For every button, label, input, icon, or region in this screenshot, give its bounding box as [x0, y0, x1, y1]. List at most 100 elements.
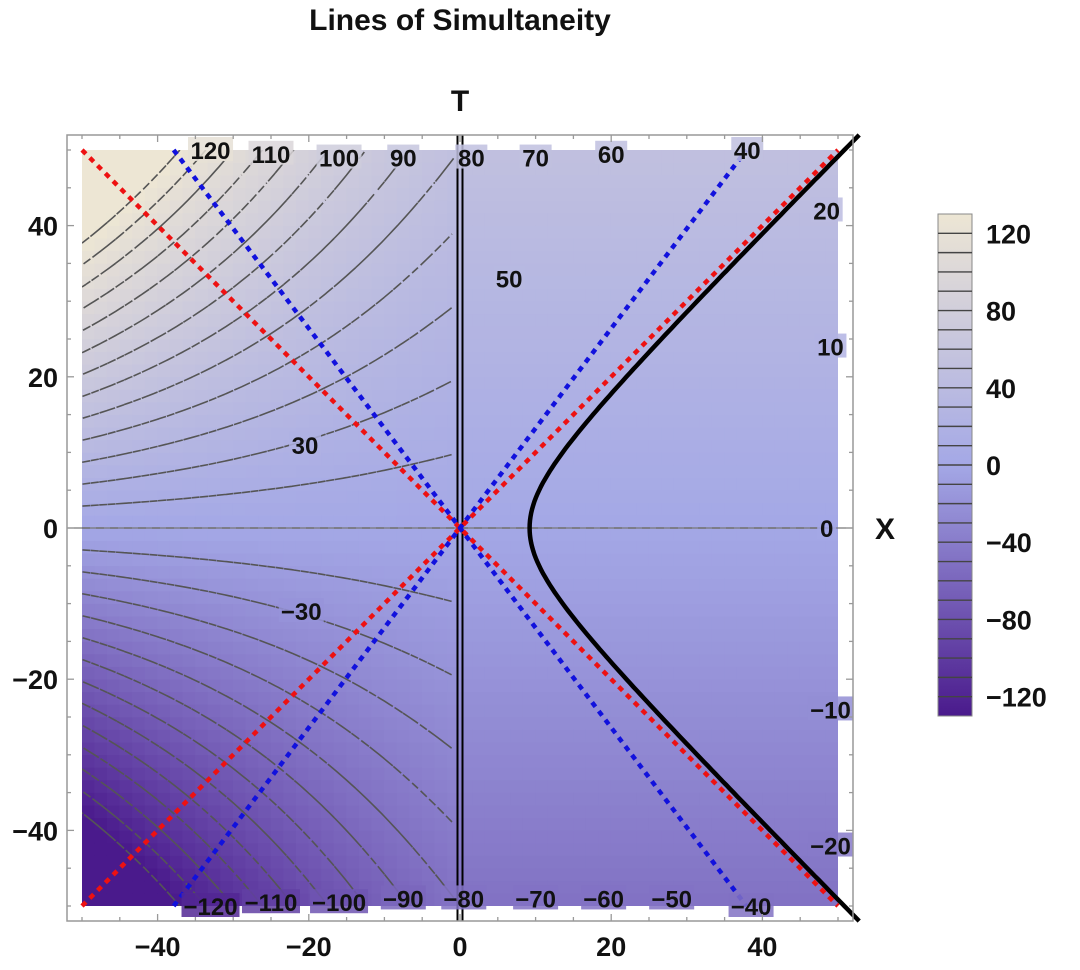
fill-cell — [472, 678, 486, 693]
fill-cell — [774, 792, 788, 806]
fill-cell — [371, 174, 385, 189]
fill-cell — [812, 477, 826, 491]
fill-cell — [119, 527, 133, 541]
fill-cell — [232, 641, 247, 655]
fill-cell — [673, 754, 688, 768]
fill-cell — [295, 351, 310, 365]
contour-label-bg — [310, 889, 369, 914]
fill-cell — [258, 376, 272, 390]
fill-cell — [648, 767, 662, 781]
fill-cell — [106, 200, 121, 214]
fill-cell — [220, 855, 234, 869]
fill-cell — [94, 464, 108, 478]
fill-cell — [535, 515, 549, 529]
fill-cell — [409, 338, 423, 352]
fill-cell — [686, 603, 700, 617]
fill-cell — [598, 855, 612, 869]
fill-cell — [333, 326, 347, 340]
fill-cell — [308, 414, 322, 428]
fill-cell — [472, 704, 486, 718]
fill-cell — [472, 741, 486, 756]
fill-cell — [623, 237, 637, 252]
fill-cell — [736, 477, 751, 491]
contour-line — [82, 157, 227, 288]
fill-cell — [82, 351, 95, 365]
fill-cell — [232, 250, 247, 264]
fill-cell — [510, 250, 524, 264]
fill-cell — [598, 275, 612, 289]
fill-cell — [195, 502, 209, 516]
fill-cell — [232, 867, 247, 882]
contour-label: −80 — [443, 886, 484, 913]
fill-cell — [522, 212, 536, 226]
fill-cell — [636, 426, 650, 441]
fill-cell — [207, 653, 221, 667]
fill-cell — [472, 275, 486, 289]
fill-cell — [522, 439, 536, 453]
fill-cell — [749, 200, 763, 214]
fill-cell — [132, 389, 146, 403]
fill-cell — [623, 414, 637, 428]
fill-cell — [270, 376, 284, 390]
fill-cell — [636, 729, 650, 743]
fill-cell — [825, 590, 838, 604]
fill-cell — [308, 313, 322, 327]
fill-cell — [724, 804, 738, 819]
fill-cell — [384, 540, 398, 554]
fill-cell — [409, 678, 423, 693]
fill-cell — [94, 489, 108, 504]
fill-cell — [182, 414, 196, 428]
fill-cell — [598, 578, 612, 592]
fill-cell — [409, 830, 423, 844]
fill-cell — [648, 401, 662, 415]
fill-cell — [799, 578, 814, 592]
fill-cell — [497, 540, 511, 554]
fill-cell — [686, 565, 700, 579]
fill-cell — [232, 615, 247, 630]
fill-cell — [661, 452, 675, 466]
fill-cell — [396, 741, 410, 756]
fill-cell — [484, 716, 499, 730]
fill-cell — [321, 300, 335, 315]
fill-cell — [396, 779, 410, 793]
fill-cell — [346, 489, 360, 504]
fill-cell — [799, 237, 814, 252]
fill-cell — [106, 792, 121, 806]
fill-cell — [283, 704, 297, 718]
fill-cell — [232, 225, 247, 239]
fill-cell — [358, 212, 373, 226]
fill-cell — [699, 729, 713, 743]
fill-cell — [510, 628, 524, 642]
fill-cell — [736, 426, 751, 441]
fill-cell — [623, 767, 637, 781]
fill-cell — [787, 653, 801, 667]
fill-cell — [484, 691, 499, 705]
fill-cell — [585, 666, 599, 680]
fill-cell — [207, 540, 221, 554]
fill-cell — [673, 250, 688, 264]
fill-cell — [144, 565, 158, 579]
fill-cell — [535, 741, 549, 756]
fill-cell — [484, 767, 499, 781]
contour-line — [82, 724, 295, 906]
fill-cell — [610, 439, 625, 453]
fill-cell — [749, 704, 763, 718]
fill-cell — [661, 338, 675, 352]
fill-cell — [648, 288, 662, 302]
fill-cell — [623, 867, 637, 882]
fill-cell — [207, 414, 221, 428]
fill-cell — [169, 376, 184, 390]
fill-cell — [522, 792, 536, 806]
fill-cell — [774, 414, 788, 428]
fill-cell — [132, 552, 146, 567]
fill-cell — [699, 300, 713, 315]
fill-cell — [535, 804, 549, 819]
fill-cell — [812, 628, 826, 642]
fill-cell — [774, 363, 788, 378]
fill-cell — [749, 830, 763, 844]
fill-cell — [220, 174, 234, 189]
fill-cell — [195, 414, 209, 428]
fill-cell — [497, 867, 511, 882]
fill-cell — [497, 502, 511, 516]
fill-cell — [346, 250, 360, 264]
